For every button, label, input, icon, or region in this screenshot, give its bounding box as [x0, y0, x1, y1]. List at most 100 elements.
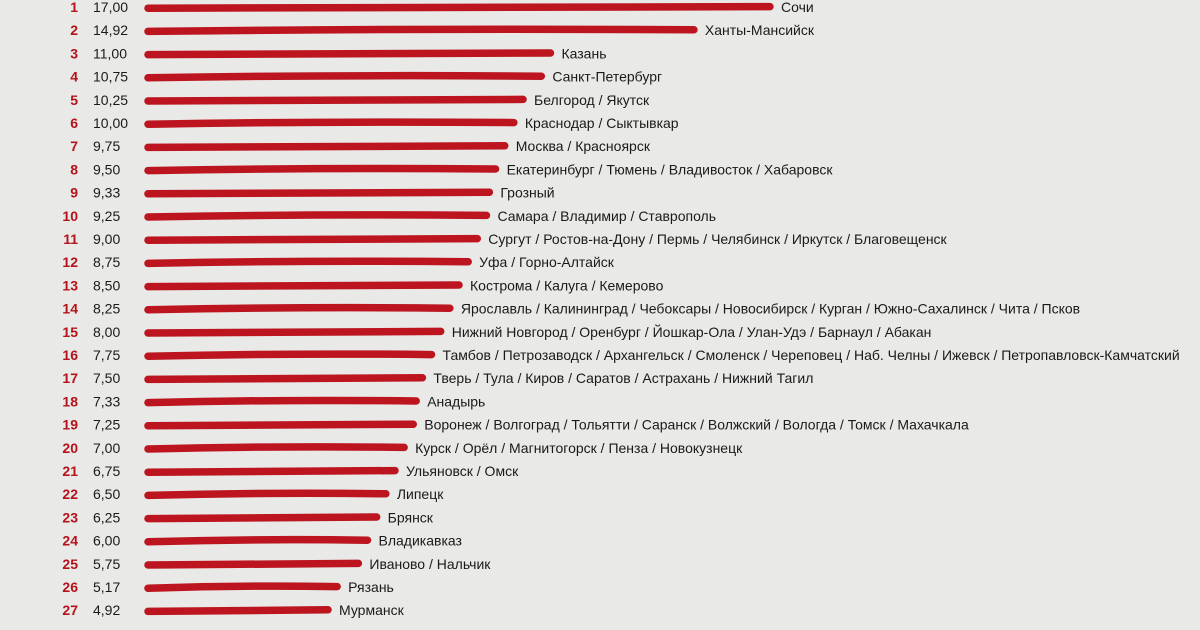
- bar: [144, 350, 436, 360]
- city-label: Курск / Орёл / Магнитогорск / Пенза / Но…: [415, 440, 743, 456]
- bar: [144, 327, 445, 337]
- value-label: 10,75: [93, 69, 128, 85]
- city-label: Тамбов / Петрозаводск / Архангельск / См…: [443, 347, 1180, 363]
- bar: [144, 559, 363, 569]
- value-label: 5,75: [93, 556, 120, 572]
- rank-number: 4: [70, 69, 78, 85]
- bar: [144, 95, 527, 105]
- value-label: 6,50: [93, 486, 120, 502]
- bar: [144, 281, 463, 291]
- city-label: Рязань: [348, 579, 394, 595]
- city-label: Москва / Красноярск: [516, 138, 651, 154]
- rank-number: 22: [62, 486, 78, 502]
- rank-number: 16: [62, 347, 78, 363]
- bar: [144, 489, 390, 500]
- bar: [144, 420, 418, 430]
- bar: [144, 188, 494, 198]
- bar: [144, 466, 399, 476]
- bar: [144, 582, 341, 592]
- value-label: 6,25: [93, 509, 120, 525]
- rank-number: 26: [62, 579, 78, 595]
- bar: [144, 303, 454, 314]
- city-label: Ярославль / Калининград / Чебоксары / Но…: [461, 301, 1080, 317]
- value-label: 6,75: [93, 463, 120, 479]
- value-label: 8,75: [93, 254, 120, 270]
- rank-number: 18: [62, 393, 78, 409]
- bar: [144, 2, 774, 12]
- bar: [144, 374, 427, 384]
- city-label: Санкт-Петербург: [552, 69, 662, 85]
- city-label: Воронеж / Волгоград / Тольятти / Саранск…: [424, 417, 969, 433]
- city-label: Ханты-Мансийск: [705, 22, 815, 38]
- city-label: Анадырь: [427, 393, 485, 409]
- city-label: Грозный: [500, 185, 554, 201]
- bar: [144, 535, 372, 546]
- value-label: 10,00: [93, 115, 128, 131]
- city-label: Иваново / Нальчик: [369, 556, 491, 572]
- rank-number: 27: [62, 602, 78, 618]
- city-label: Нижний Новгород / Оренбург / Йошкар-Ола …: [452, 323, 932, 340]
- rank-number: 11: [63, 231, 78, 247]
- value-label: 8,25: [93, 301, 120, 317]
- value-label: 5,17: [93, 579, 120, 595]
- rank-number: 21: [62, 463, 78, 479]
- bar: [144, 118, 518, 128]
- bar: [144, 164, 500, 175]
- city-label: Уфа / Горно-Алтайск: [479, 254, 615, 270]
- city-label: Екатеринбург / Тюмень / Владивосток / Ха…: [507, 161, 834, 177]
- value-label: 9,33: [93, 185, 120, 201]
- value-label: 17,00: [93, 0, 128, 15]
- rank-number: 14: [62, 301, 78, 317]
- value-label: 11,00: [93, 45, 127, 61]
- value-label: 7,75: [93, 347, 120, 363]
- bar: [144, 606, 332, 616]
- city-label: Сочи: [781, 0, 814, 15]
- city-label: Белгород / Якутск: [534, 92, 650, 108]
- rank-number: 5: [70, 92, 78, 108]
- bar: [144, 443, 408, 453]
- rank-number: 9: [70, 185, 78, 201]
- bar: [144, 396, 420, 407]
- city-label: Сургут / Ростов-на-Дону / Пермь / Челяби…: [488, 231, 947, 247]
- bar: [144, 513, 381, 523]
- city-label: Ульяновск / Омск: [406, 463, 519, 479]
- rank-number: 24: [62, 533, 78, 549]
- value-label: 7,25: [93, 417, 120, 433]
- rank-number: 15: [62, 324, 78, 340]
- city-label: Липецк: [397, 486, 444, 502]
- rank-number: 23: [62, 509, 78, 525]
- bar: [144, 142, 509, 152]
- city-label: Кострома / Калуга / Кемерово: [470, 277, 664, 293]
- city-label: Мурманск: [339, 602, 405, 618]
- bar: [144, 71, 546, 82]
- value-label: 9,00: [93, 231, 120, 247]
- rank-number: 7: [70, 138, 78, 154]
- value-label: 4,92: [93, 602, 120, 618]
- city-label: Владикавказ: [379, 533, 462, 549]
- bar: [144, 211, 491, 221]
- rank-number: 19: [62, 417, 78, 433]
- city-label: Краснодар / Сыктывкар: [525, 115, 679, 131]
- rank-number: 12: [62, 254, 78, 270]
- value-label: 9,75: [93, 138, 120, 154]
- value-label: 7,00: [93, 440, 120, 456]
- rank-number: 1: [70, 0, 78, 15]
- rank-number: 2: [70, 22, 78, 38]
- bar: [144, 25, 698, 36]
- rank-number: 6: [70, 115, 78, 131]
- bar: [144, 49, 555, 59]
- bar: [144, 257, 472, 268]
- city-label: Тверь / Тула / Киров / Саратов / Астраха…: [433, 370, 813, 386]
- value-label: 6,00: [93, 533, 120, 549]
- value-label: 8,50: [93, 277, 120, 293]
- rank-number: 3: [70, 45, 78, 61]
- value-label: 7,33: [93, 393, 120, 409]
- value-label: 10,25: [93, 92, 128, 108]
- rank-number: 25: [62, 556, 78, 572]
- bar: [144, 234, 482, 244]
- city-label: Казань: [561, 45, 606, 61]
- rank-number: 20: [62, 440, 78, 456]
- rank-number: 17: [62, 370, 78, 386]
- rank-number: 8: [70, 161, 78, 177]
